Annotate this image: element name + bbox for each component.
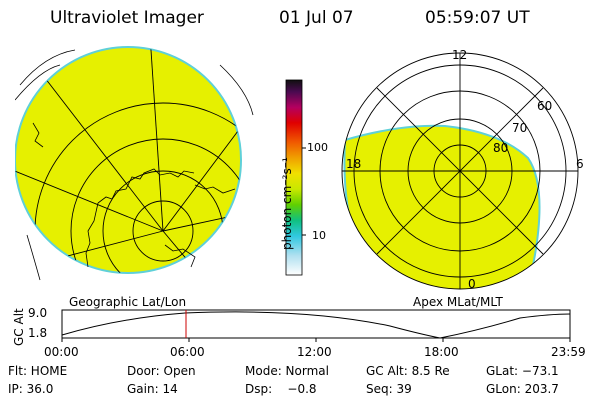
altitude-plot: [61, 309, 571, 342]
time-tick-2359: 23:59: [551, 345, 586, 359]
altitude-axis-label: GC Alt: [12, 308, 26, 346]
status-geographic-longitude: GLon: 203.7: [486, 382, 559, 396]
magnetic-panel-label: Apex MLat/MLT: [413, 295, 503, 309]
mlt-label-12: 12: [452, 48, 468, 62]
magnetic-grid: [341, 52, 579, 290]
status-door: Door: Open: [127, 364, 196, 378]
mlat-label-80: 80: [493, 141, 509, 155]
mlt-label-18: 18: [346, 157, 362, 171]
status-ip: IP: 36.0: [8, 382, 54, 396]
colorbar-tick-10: 10: [312, 229, 326, 242]
geographic-image: [15, 46, 254, 281]
time-tick-0000: 00:00: [44, 345, 79, 359]
colorbar-unit-label: photon cm⁻²s⁻¹: [280, 157, 294, 250]
instrument-title: Ultraviolet Imager: [50, 8, 204, 28]
outer-grid-arcs: [15, 49, 254, 281]
status-gain: Gain: 14: [127, 382, 178, 396]
magnetic-polar-plot: [341, 52, 579, 290]
time-tick-1200: 12:00: [297, 345, 332, 359]
colorbar-tick-100: 100: [307, 141, 328, 154]
observation-time: 05:59:07 UT: [425, 8, 530, 28]
colorbar: [285, 79, 306, 276]
aurora-emission-area: [15, 46, 242, 274]
aurora-emission-area: [343, 124, 541, 289]
mlt-label-6: 6: [576, 157, 584, 171]
status-flight: Flt: HOME: [8, 364, 68, 378]
geographic-panel-label: Geographic Lat/Lon: [69, 295, 187, 309]
altitude-tick-bottom: 1.8: [28, 326, 48, 340]
status-geographic-latitude: GLat: −73.1: [486, 364, 559, 378]
mlt-label-0: 0: [468, 277, 476, 291]
time-tick-0600: 06:00: [170, 345, 205, 359]
status-gc-altitude: GC Alt: 8.5 Re: [366, 364, 450, 378]
altitude-curve: [61, 311, 571, 339]
mlat-label-70: 70: [512, 121, 528, 135]
mlat-label-60: 60: [537, 99, 553, 113]
observation-date: 01 Jul 07: [279, 8, 354, 28]
status-sequence: Seq: 39: [366, 382, 412, 396]
status-mode: Mode: Normal: [245, 364, 329, 378]
coastline-outline: [32, 122, 236, 268]
status-dsp: Dsp: −0.8: [245, 382, 317, 396]
altitude-tick-top: 9.0: [28, 306, 48, 320]
time-tick-1800: 18:00: [424, 345, 459, 359]
